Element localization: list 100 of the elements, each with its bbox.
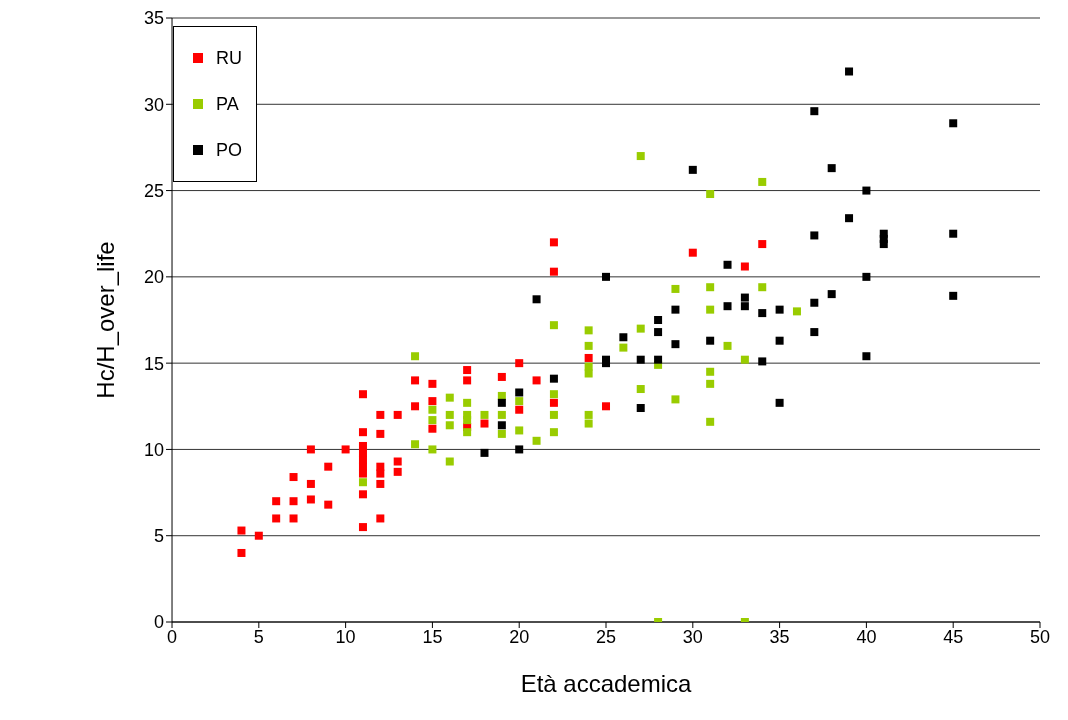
point <box>272 497 281 506</box>
point <box>393 410 402 419</box>
point <box>810 298 819 307</box>
point <box>671 340 680 349</box>
point <box>775 336 784 345</box>
point <box>671 305 680 314</box>
y-tick-label: 0 <box>154 612 165 633</box>
legend-label: PA <box>216 93 239 115</box>
point <box>723 341 732 350</box>
point <box>358 469 367 478</box>
point <box>358 523 367 532</box>
y-tick-label: 10 <box>143 439 165 460</box>
point <box>358 428 367 437</box>
point <box>706 367 715 376</box>
y-axis-title: Hc/H_over_life <box>91 241 119 399</box>
point <box>272 514 281 523</box>
x-tick-label: 25 <box>595 626 617 647</box>
point <box>706 336 715 345</box>
point <box>515 405 524 414</box>
point <box>428 424 437 433</box>
point <box>480 410 489 419</box>
point <box>706 283 715 292</box>
point <box>411 352 420 361</box>
point <box>393 457 402 466</box>
x-tick-label: 30 <box>682 626 703 647</box>
point <box>949 291 958 300</box>
point <box>411 402 420 411</box>
point <box>376 469 385 478</box>
point <box>428 379 437 388</box>
point <box>376 429 385 438</box>
point <box>827 290 836 299</box>
point <box>549 321 558 330</box>
point <box>584 326 593 335</box>
legend-label: RU <box>216 47 242 69</box>
point <box>654 316 663 324</box>
point <box>775 305 784 314</box>
legend-label: PO <box>216 139 243 161</box>
point <box>549 390 558 399</box>
point <box>879 240 888 249</box>
point <box>758 283 767 292</box>
point <box>792 307 801 316</box>
point <box>688 248 697 257</box>
point <box>706 190 715 199</box>
point <box>862 272 871 281</box>
point <box>740 302 749 311</box>
point <box>515 426 524 435</box>
point <box>411 440 420 449</box>
point <box>636 152 645 161</box>
x-tick-label: 50 <box>1029 626 1051 647</box>
point <box>584 369 593 378</box>
point <box>862 352 871 361</box>
point <box>497 398 506 407</box>
point <box>723 260 732 269</box>
point <box>619 333 628 342</box>
x-axis-title: Età accademica <box>520 670 693 697</box>
x-tick-label: 35 <box>769 626 790 647</box>
point <box>740 293 749 302</box>
x-tick-label: 20 <box>509 626 530 647</box>
y-tick-label: 25 <box>143 180 165 201</box>
point <box>758 177 767 186</box>
point <box>497 421 506 430</box>
point <box>463 428 472 437</box>
point <box>584 419 593 428</box>
point <box>515 359 524 368</box>
y-tick-label: 30 <box>143 94 165 115</box>
point <box>584 353 593 362</box>
point <box>758 240 767 249</box>
point <box>515 388 524 397</box>
point <box>358 390 367 399</box>
point <box>775 398 784 407</box>
point <box>636 324 645 333</box>
point <box>636 385 645 394</box>
point <box>549 428 558 437</box>
point <box>862 186 871 195</box>
point <box>306 495 315 504</box>
point <box>376 410 385 419</box>
point <box>445 393 454 402</box>
point <box>810 231 819 240</box>
x-tick-label: 10 <box>335 626 356 647</box>
y-tick-label: 35 <box>143 8 165 29</box>
point <box>758 357 767 366</box>
point <box>376 479 385 488</box>
point <box>306 445 315 454</box>
point <box>827 164 836 173</box>
point <box>636 404 645 413</box>
point <box>463 416 472 425</box>
point <box>445 410 454 419</box>
point <box>740 262 749 271</box>
point <box>324 500 333 509</box>
point <box>428 445 437 454</box>
point <box>480 419 489 428</box>
point <box>602 402 611 411</box>
point <box>949 119 958 128</box>
point <box>393 467 402 476</box>
point <box>358 490 367 499</box>
point <box>411 376 420 385</box>
point <box>688 165 697 174</box>
point <box>810 328 819 337</box>
point <box>532 436 541 445</box>
point <box>445 457 454 466</box>
